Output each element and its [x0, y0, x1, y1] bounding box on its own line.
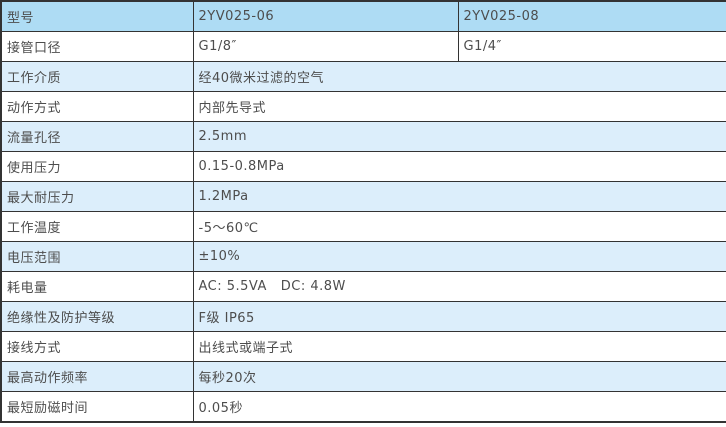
- row-max-pressure: 最大耐压力 1.2MPa: [0, 181, 726, 212]
- spec-value-cell: 2YV025-08: [457, 0, 726, 32]
- spec-label-cell: 动作方式: [0, 91, 194, 122]
- row-working-temperature: 工作温度 -5～60℃: [0, 211, 726, 242]
- spec-value-cell: 2YV025-06: [192, 0, 459, 32]
- spec-label-cell: 接管口径: [0, 31, 194, 62]
- spec-value-cell: G1/4″: [457, 31, 726, 62]
- row-min-excitation-time: 最短励磁时间 0.05秒: [0, 391, 726, 423]
- spec-value-cell: 出线式或端子式: [192, 331, 726, 362]
- spec-label-cell: 耗电量: [0, 271, 194, 302]
- spec-label-cell: 工作介质: [0, 61, 194, 92]
- row-model: 型号 2YV025-06 2YV025-08: [0, 0, 726, 32]
- spec-label-cell: 最大耐压力: [0, 181, 194, 212]
- row-port-size: 接管口径 G1/8″ G1/4″: [0, 31, 726, 62]
- spec-label-cell: 最短励磁时间: [0, 391, 194, 423]
- spec-value-cell: 0.05秒: [192, 391, 726, 423]
- row-orifice-size: 流量孔径 2.5mm: [0, 121, 726, 152]
- row-insulation-protection: 绝缘性及防护等级 F级 IP65: [0, 301, 726, 332]
- spec-value-cell: 1.2MPa: [192, 181, 726, 212]
- row-wiring-type: 接线方式 出线式或端子式: [0, 331, 726, 362]
- row-voltage-range: 电压范围 ±10%: [0, 241, 726, 272]
- spec-value-cell: 经40微米过滤的空气: [192, 61, 726, 92]
- spec-value-cell: F级 IP65: [192, 301, 726, 332]
- spec-value-cell: G1/8″: [192, 31, 459, 62]
- spec-label-cell: 最高动作频率: [0, 361, 194, 392]
- spec-label-cell: 接线方式: [0, 331, 194, 362]
- row-max-frequency: 最高动作频率 每秒20次: [0, 361, 726, 392]
- spec-label-cell: 流量孔径: [0, 121, 194, 152]
- spec-label-cell: 型号: [0, 0, 194, 32]
- row-power-consumption: 耗电量 AC: 5.5VA DC: 4.8W: [0, 271, 726, 302]
- row-actuation-type: 动作方式 内部先导式: [0, 91, 726, 122]
- spec-label-cell: 工作温度: [0, 211, 194, 242]
- row-operating-pressure: 使用压力 0.15-0.8MPa: [0, 151, 726, 182]
- row-working-medium: 工作介质 经40微米过滤的空气: [0, 61, 726, 92]
- spec-value-cell: 2.5mm: [192, 121, 726, 152]
- spec-value-cell: 0.15-0.8MPa: [192, 151, 726, 182]
- spec-value-cell: 内部先导式: [192, 91, 726, 122]
- spec-label-cell: 电压范围: [0, 241, 194, 272]
- spec-value-cell: AC: 5.5VA DC: 4.8W: [192, 271, 726, 302]
- spec-value-cell: -5～60℃: [192, 211, 726, 242]
- spec-value-cell: 每秒20次: [192, 361, 726, 392]
- spec-label-cell: 使用压力: [0, 151, 194, 182]
- spec-value-cell: ±10%: [192, 241, 726, 272]
- spec-label-cell: 绝缘性及防护等级: [0, 301, 194, 332]
